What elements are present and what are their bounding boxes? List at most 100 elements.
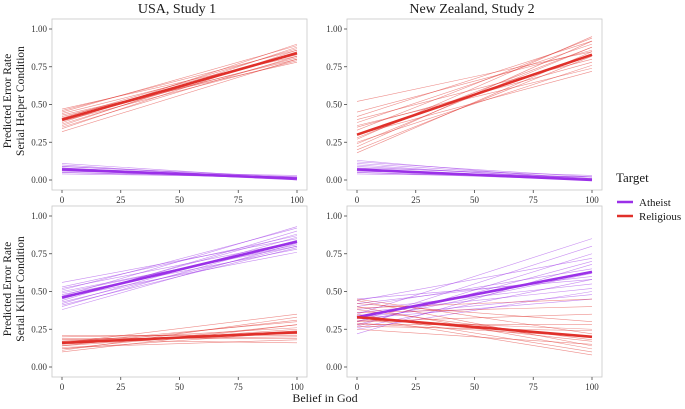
legend: Target Atheist Religious [616, 170, 681, 223]
panel-usa-study-1-serial-killer-condition-religious-draw-6 [61, 327, 298, 342]
panel-new-zealand-study-2-serial-helper-condition-atheist-mean-line [356, 168, 593, 182]
panel-new-zealand-study-2-serial-killer-condition-atheist-draw-9 [356, 268, 593, 307]
panel-usa-study-1-serial-killer-condition-x-tick-label-50: 50 [175, 382, 185, 392]
panel-usa-study-1-serial-helper-condition-atheist-mean-line [61, 168, 298, 180]
panel-new-zealand-study-2-serial-helper-condition-x-tick-label-25: 25 [411, 195, 421, 205]
panel-new-zealand-study-2-serial-killer-condition-religious-draw-9 [356, 306, 593, 313]
panel-new-zealand-study-2-serial-killer-condition-atheist-draw-10 [356, 264, 593, 335]
panel-usa-study-1-serial-helper-condition-x-tick-label-100: 100 [290, 195, 304, 205]
panel-new-zealand-study-2-serial-helper-condition: 0 25 50 75 100 0.00 0.25 0.50 0.75 1.00 [326, 18, 603, 205]
panel-new-zealand-study-2-serial-helper-condition-y-tick-label-0-50: 0.50 [326, 100, 342, 110]
panel-new-zealand-study-2-serial-killer-condition-x-tick-label-25: 25 [411, 382, 421, 392]
panel-usa-study-1-serial-killer-condition-atheist-mean-line [61, 240, 298, 299]
panel-new-zealand-study-2-serial-helper-condition-religious-draw-11 [356, 51, 593, 102]
panel-usa-study-1-serial-killer-condition-y-tick-label-0-25: 0.25 [31, 324, 47, 334]
legend-label-religious: Religious [639, 211, 681, 223]
panel-new-zealand-study-2-serial-helper-condition-atheist-draw-8 [356, 167, 593, 176]
panel-new-zealand-study-2-serial-helper-condition-y-tick-label-0-00: 0.00 [326, 175, 342, 185]
column-titles: USA, Study 1 New Zealand, Study 2 [138, 2, 535, 17]
panel-new-zealand-study-2-serial-killer-condition-frame [346, 205, 603, 378]
panel-new-zealand-study-2-serial-helper-condition-religious-mean-line [356, 53, 593, 136]
panel-new-zealand-study-2-serial-killer-condition-atheist-draw-6 [356, 279, 593, 300]
x-axis-label: Belief in God [292, 391, 357, 405]
panel-usa-study-1-serial-killer-condition: 0 25 50 75 100 0.00 0.25 0.50 0.75 1.00 [31, 205, 308, 392]
panel-new-zealand-study-2-serial-killer-condition-y-tick-label-0-00: 0.00 [326, 362, 342, 372]
panel-new-zealand-study-2-serial-killer-condition-religious-draw-13 [356, 298, 593, 309]
panel-usa-study-1-serial-killer-condition-religious-draw-7 [61, 316, 298, 351]
panel-usa-study-1-serial-killer-condition-x-tick-label-75: 75 [234, 382, 244, 392]
panel-usa-study-1-serial-killer-condition-y-tick-label-1-00: 1.00 [31, 211, 47, 221]
panel-usa-study-1-serial-helper-condition-x-tick-label-0: 0 [60, 195, 65, 205]
panel-new-zealand-study-2-serial-killer-condition-atheist-draw-4 [356, 291, 593, 330]
panel-new-zealand-study-2-serial-helper-condition-x-tick-label-50: 50 [470, 195, 480, 205]
panel-usa-study-1-serial-helper-condition: 0 25 50 75 100 0.00 0.25 0.50 0.75 1.00 [31, 18, 308, 205]
panel-usa-study-1-serial-killer-condition-atheist-draw-9 [61, 245, 298, 303]
panel-usa-study-1-serial-killer-condition-religious-mean-line [61, 330, 298, 345]
panel-usa-study-1-serial-helper-condition-religious-draw-15 [61, 58, 298, 132]
panel-usa-study-1-serial-helper-condition-frame [51, 18, 308, 191]
panel-usa-study-1-serial-killer-condition-atheist-draw-14 [61, 226, 298, 297]
row-0-label-line-1: Predicted Error Rate [2, 54, 14, 149]
panel-new-zealand-study-2-serial-helper-condition-y-tick-label-0-25: 0.25 [326, 137, 342, 147]
legend-label-atheist: Atheist [639, 197, 671, 209]
panel-new-zealand-study-2-serial-killer-condition-y-tick-label-0-50: 0.50 [326, 287, 342, 297]
panel-new-zealand-study-2-serial-killer-condition-atheist-draw-8 [356, 253, 593, 327]
panel-usa-study-1-serial-helper-condition-y-tick-label-0-50: 0.50 [31, 100, 47, 110]
panel-usa-study-1-serial-helper-condition-religious-mean-line [61, 51, 298, 121]
panel-usa-study-1-serial-helper-condition-y-tick-label-1-00: 1.00 [31, 24, 47, 34]
panel-new-zealand-study-2-serial-killer-condition-religious-draw-6 [356, 328, 593, 345]
panel-new-zealand-study-2-serial-helper-condition-x-tick-label-0: 0 [355, 195, 360, 205]
panel-new-zealand-study-2-serial-helper-condition-religious-draw-13 [356, 67, 593, 126]
panel-new-zealand-study-2-serial-helper-condition-x-tick-label-75: 75 [529, 195, 539, 205]
panel-usa-study-1-serial-helper-condition-atheist-draw-9 [61, 166, 298, 178]
panel-new-zealand-study-2-serial-killer-condition-atheist-mean-line [356, 270, 593, 319]
panel-new-zealand-study-2-serial-killer-condition: 0 25 50 75 100 0.00 0.25 0.50 0.75 1.00 [326, 205, 603, 392]
panel-new-zealand-study-2-serial-killer-condition-x-tick-label-50: 50 [470, 382, 480, 392]
column-title-new-zealand-study-2: New Zealand, Study 2 [409, 2, 534, 17]
panel-new-zealand-study-2-serial-killer-condition-religious-draw-11 [356, 300, 593, 347]
panel-usa-study-1-serial-helper-condition-y-tick-label-0-25: 0.25 [31, 137, 47, 147]
panel-usa-study-1-serial-killer-condition-x-tick-label-25: 25 [116, 382, 126, 392]
panel-new-zealand-study-2-serial-killer-condition-x-tick-label-100: 100 [585, 382, 599, 392]
row-1-label-line-1: Predicted Error Rate [2, 242, 14, 337]
panel-usa-study-1-serial-killer-condition-x-tick-label-0: 0 [60, 382, 65, 392]
panel-new-zealand-study-2-serial-helper-condition-religious-draw-9 [356, 43, 593, 123]
panel-new-zealand-study-2-serial-helper-condition-religious-draw-10 [356, 55, 593, 151]
column-title-usa-study-1: USA, Study 1 [138, 2, 216, 17]
panel-new-zealand-study-2-serial-killer-condition-religious-draw-8 [356, 316, 593, 356]
panel-new-zealand-study-2-serial-helper-condition-frame [346, 18, 603, 191]
panel-usa-study-1-serial-helper-condition-x-tick-label-50: 50 [175, 195, 185, 205]
panel-usa-study-1-serial-killer-condition-atheist-draw-10 [61, 238, 298, 283]
panel-usa-study-1-serial-killer-condition-y-tick-label-0-50: 0.50 [31, 287, 47, 297]
panel-usa-study-1-serial-helper-condition-y-tick-label-0-75: 0.75 [31, 62, 47, 72]
panel-usa-study-1-serial-killer-condition-y-tick-label-0-75: 0.75 [31, 249, 47, 259]
panel-new-zealand-study-2-serial-killer-condition-atheist-draw-1 [356, 283, 593, 310]
panel-new-zealand-study-2-serial-helper-condition-x-tick-label-100: 100 [585, 195, 599, 205]
panel-new-zealand-study-2-serial-killer-condition-x-tick-label-75: 75 [529, 382, 539, 392]
panel-usa-study-1-serial-killer-condition-atheist-draw-6 [61, 251, 298, 298]
legend-title: Target [616, 170, 649, 185]
panel-new-zealand-study-2-serial-killer-condition-y-tick-label-1-00: 1.00 [326, 211, 342, 221]
row-0-label-line-2: Serial Helper Condition [15, 46, 27, 156]
panel-usa-study-1-serial-helper-condition-x-tick-label-25: 25 [116, 195, 126, 205]
panel-usa-study-1-serial-helper-condition-religious-draw-1 [61, 58, 298, 117]
row-labels: Predicted Error Rate Serial Helper Condi… [2, 46, 27, 342]
panel-new-zealand-study-2-serial-killer-condition-religious-mean-line [356, 315, 593, 339]
panel-usa-study-1-serial-helper-condition-x-tick-label-75: 75 [234, 195, 244, 205]
panels: 0 25 50 75 100 0.00 0.25 0.50 0.75 1.00 0 25 50 75 100… [31, 18, 603, 392]
panel-usa-study-1-serial-killer-condition-religious-draw-15 [61, 313, 298, 344]
panel-new-zealand-study-2-serial-killer-condition-atheist-draw-13 [356, 257, 593, 301]
row-1-label-line-2: Serial Killer Condition [15, 236, 27, 342]
panel-new-zealand-study-2-serial-helper-condition-religious-draw-7 [356, 49, 593, 113]
panel-new-zealand-study-2-serial-killer-condition-atheist-draw-5 [356, 238, 593, 315]
panel-usa-study-1-serial-killer-condition-atheist-draw-15 [61, 241, 298, 289]
panel-usa-study-1-serial-killer-condition-x-tick-label-100: 100 [290, 382, 304, 392]
panel-new-zealand-study-2-serial-killer-condition-x-tick-label-0: 0 [355, 382, 360, 392]
panel-new-zealand-study-2-serial-killer-condition-y-tick-label-0-25: 0.25 [326, 324, 342, 334]
panel-usa-study-1-serial-killer-condition-y-tick-label-0-00: 0.00 [31, 362, 47, 372]
panel-new-zealand-study-2-serial-helper-condition-religious-draw-15 [356, 40, 593, 117]
panel-new-zealand-study-2-serial-helper-condition-y-tick-label-0-75: 0.75 [326, 62, 342, 72]
panel-new-zealand-study-2-serial-killer-condition-atheist-draw-7 [356, 298, 593, 319]
panel-new-zealand-study-2-serial-helper-condition-y-tick-label-1-00: 1.00 [326, 24, 342, 34]
